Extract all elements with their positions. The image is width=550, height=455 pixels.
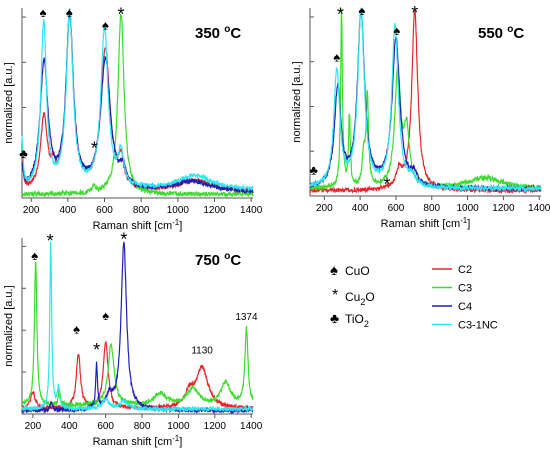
peak-value-label: 1130: [191, 346, 213, 357]
x-tick-label: 600: [96, 205, 113, 216]
peak-marker: *: [383, 175, 390, 195]
x-tick-label: 200: [23, 205, 40, 216]
legend-series: C2 C3 C4 C3-1NC: [432, 264, 498, 332]
peak-marker: ♠: [358, 3, 365, 18]
series-line-c3-1nc: [21, 241, 254, 413]
x-tick-label: 1000: [167, 421, 190, 432]
peak-marker: *: [47, 231, 54, 251]
peak-marker: ♣: [19, 146, 28, 161]
x-tick-label: 1200: [204, 421, 227, 432]
peak-marker: ♠: [31, 248, 38, 263]
x-tick-label: 1200: [492, 203, 515, 214]
legend-marker-symbol: *: [332, 287, 338, 304]
legend-marker-symbol: ♠: [330, 262, 338, 279]
x-tick-label: 1400: [240, 421, 263, 432]
panel-750c: 200 400 600 800 1000 1200 1400 ♠ * ♠ * ♠ * 1130 1374 75…: [3, 229, 263, 448]
x-tick-label: 1400: [528, 203, 550, 214]
series-line-c3-1nc: [309, 8, 542, 193]
peak-marker: *: [93, 340, 100, 360]
x-tick-label: 200: [25, 421, 42, 432]
series-group: [21, 241, 254, 415]
x-tick-label: 1000: [456, 203, 479, 214]
panel-title: 750 oC: [195, 251, 241, 269]
legend-marker-label: TiO2: [345, 312, 369, 329]
peak-marker: ♠: [102, 18, 109, 33]
peak-marker: *: [117, 5, 124, 25]
x-tick-label: 400: [59, 205, 76, 216]
x-tick-label: 800: [134, 421, 151, 432]
x-axis-label: Raman shift [cm-1]: [381, 216, 471, 230]
x-tick-label: 1000: [167, 205, 190, 216]
panel-title: 350 oC: [195, 24, 241, 42]
x-tick-label: 600: [97, 421, 114, 432]
peak-marker: ♣: [309, 163, 318, 178]
peak-marker: ♠: [393, 23, 400, 38]
x-tick-label: 400: [61, 421, 78, 432]
x-axis-label: Raman shift [cm-1]: [93, 218, 183, 232]
x-axis-label: Raman shift [cm-1]: [93, 434, 183, 448]
legend-marker-label: Cu2O: [345, 290, 375, 307]
x-tick-label: 200: [316, 203, 333, 214]
panel-350c: 200 400 600 800 1000 1200 1400 ♠ ♠ ♠ * * ♣ 350 oC Rama…: [3, 5, 263, 232]
x-tick-label: 800: [423, 203, 440, 214]
x-tick-label: 800: [133, 205, 150, 216]
peak-value-label: 1374: [235, 312, 258, 323]
y-axis-label: normalized [a.u.]: [3, 285, 15, 366]
peak-marker: ♠: [40, 5, 47, 20]
peak-marker: ♠: [102, 308, 109, 323]
panel-title: 550 oC: [478, 24, 524, 42]
peak-marker: ♠: [66, 5, 73, 20]
peak-marker: *: [337, 5, 344, 25]
legend-label: C3-1NC: [458, 320, 498, 332]
series-line-c4: [21, 8, 254, 194]
panel-550c: 200 400 600 800 1000 1200 1400 * ♠ ♠ ♠ * * ♣ 550 oC Ram…: [291, 3, 550, 230]
x-tick-label: 600: [388, 203, 405, 214]
peak-marker: *: [411, 3, 418, 23]
series-line-c3-1nc: [21, 9, 254, 192]
legend-marker-label: CuO: [345, 264, 370, 278]
legend-marker-cuo: ♠ CuO: [330, 262, 370, 279]
legend-marker-cu2o: * Cu2O: [332, 287, 375, 307]
peak-marker: *: [91, 139, 98, 159]
peak-marker: ♠: [333, 50, 340, 65]
legend-label: C3: [458, 283, 472, 295]
x-tick-label: 1400: [240, 205, 263, 216]
peak-marker: ♠: [73, 322, 80, 337]
series-group: [21, 8, 254, 199]
series-line-c3: [21, 261, 254, 409]
legend-label: C2: [458, 264, 472, 276]
x-tick-label: 400: [352, 203, 369, 214]
legend: ♠ CuO * Cu2O ♣ TiO2 C2 C3 C4 C3-1NC: [330, 262, 498, 332]
y-axis-label: normalized [a.u.]: [291, 61, 303, 142]
x-tick-label: 1200: [203, 205, 226, 216]
series-group: [309, 8, 542, 195]
legend-label: C4: [458, 301, 472, 313]
peak-marker: *: [120, 229, 127, 249]
legend-marker-tio2: ♣ TiO2: [330, 310, 369, 329]
legend-marker-symbol: ♣: [330, 310, 339, 326]
y-axis-label: normalized [a.u.]: [3, 62, 15, 143]
